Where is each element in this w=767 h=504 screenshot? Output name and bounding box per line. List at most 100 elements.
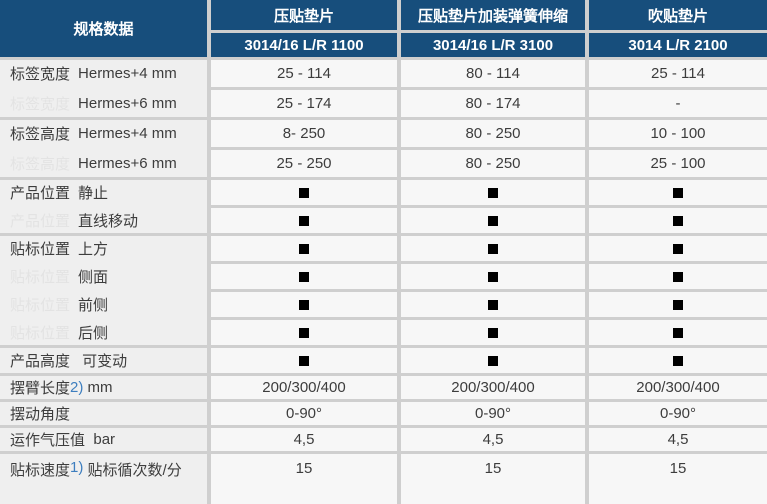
sub-label: 可变动 xyxy=(78,353,128,370)
value-cell xyxy=(589,320,767,345)
presence-square-icon xyxy=(673,243,683,254)
presence-square-icon xyxy=(488,327,498,338)
group-label-cell: 贴标速度 1) 贴标循次数/分 xyxy=(0,454,207,504)
presence-square-icon xyxy=(673,327,683,338)
column-title-cell: 压贴垫片 xyxy=(211,0,397,30)
spec-row-label: 贴标速度 1) 贴标循次数/分 xyxy=(0,454,207,504)
value-cell: 25 - 174 xyxy=(211,90,397,117)
value-cell xyxy=(211,348,397,373)
value-cell: 25 - 114 xyxy=(589,60,767,87)
value-cell: 200/300/400 xyxy=(589,376,767,399)
spec-row-label: 贴标位置 前侧 xyxy=(0,292,207,317)
group-label-cell: 标签宽度 Hermes+4 mm 标签宽度 Hermes+6 mm xyxy=(0,60,207,117)
column-model-cell: 3014 L/R 2100 xyxy=(589,33,767,57)
footnote-marker[interactable]: 2) xyxy=(70,379,84,396)
column-title-cell: 压贴垫片加装弹簧伸缩 xyxy=(401,0,585,30)
sub-label: Hermes+6 mm xyxy=(78,155,177,172)
prefix-label: 贴标位置 xyxy=(10,241,71,258)
presence-square-icon xyxy=(673,299,683,310)
value-cell xyxy=(401,264,585,289)
ghost-prefix-label: 标签宽度 xyxy=(10,96,71,113)
sub-label: 后侧 xyxy=(78,325,109,342)
spec-row-label: 产品高度 可变动 xyxy=(0,348,207,373)
prefix-label: 产品高度 xyxy=(10,353,71,370)
value-cell: 0-90° xyxy=(589,402,767,425)
spec-row-label: 产品位置 直线移动 xyxy=(0,208,207,233)
value-cell xyxy=(211,236,397,261)
value-cell: 4,5 xyxy=(401,428,585,451)
ghost-prefix-label: 标签高度 xyxy=(10,156,71,173)
group-label-cell: 运作气压值 bar xyxy=(0,428,207,451)
sub-label: 直线移动 xyxy=(78,213,139,230)
value-cell: 15 xyxy=(401,454,585,504)
spec-row-label: 标签宽度 Hermes+6 mm xyxy=(0,90,207,117)
prefix-label: 摆臂长度 xyxy=(10,380,71,397)
label-suffix: mm xyxy=(83,379,113,396)
spec-row-label: 运作气压值 bar xyxy=(0,428,207,451)
spec-row-label: 贴标位置 后侧 xyxy=(0,320,207,345)
prefix-label: 标签高度 xyxy=(10,126,71,143)
presence-square-icon xyxy=(299,271,309,282)
presence-square-icon xyxy=(673,355,683,366)
group-label-cell: 贴标位置 上方 贴标位置 侧面 贴标位置 前侧 贴标位置 后侧 xyxy=(0,236,207,345)
value-cell: 4,5 xyxy=(211,428,397,451)
prefix-label: 贴标速度 xyxy=(10,462,71,479)
value-cell: 80 - 114 xyxy=(401,60,585,87)
presence-square-icon xyxy=(673,187,683,198)
spec-row-label: 摆臂长度 2) mm xyxy=(0,376,207,399)
value-cell xyxy=(589,264,767,289)
presence-square-icon xyxy=(299,215,309,226)
value-cell: 10 - 100 xyxy=(589,120,767,147)
sub-label: Hermes+4 mm xyxy=(78,125,177,142)
prefix-label: 标签宽度 xyxy=(10,66,71,83)
presence-square-icon xyxy=(488,355,498,366)
presence-square-icon xyxy=(299,327,309,338)
value-cell: 200/300/400 xyxy=(401,376,585,399)
value-cell xyxy=(401,348,585,373)
value-cell xyxy=(589,236,767,261)
sub-label: 静止 xyxy=(78,185,109,202)
presence-square-icon xyxy=(299,243,309,254)
presence-square-icon xyxy=(299,187,309,198)
value-cell: 4,5 xyxy=(589,428,767,451)
label-suffix: bar xyxy=(85,431,116,448)
presence-square-icon xyxy=(488,187,498,198)
value-cell xyxy=(589,208,767,233)
presence-square-icon xyxy=(673,215,683,226)
value-cell: 25 - 250 xyxy=(211,150,397,177)
value-cell: 15 xyxy=(589,454,767,504)
value-cell: - xyxy=(589,90,767,117)
footnote-marker[interactable]: 1) xyxy=(70,459,84,476)
sub-label: Hermes+4 mm xyxy=(78,65,177,82)
value-cell: 200/300/400 xyxy=(211,376,397,399)
ghost-prefix-label: 贴标位置 xyxy=(10,269,71,286)
value-cell: 80 - 250 xyxy=(401,150,585,177)
value-cell xyxy=(401,292,585,317)
group-label-cell: 产品高度 可变动 xyxy=(0,348,207,373)
value-cell xyxy=(211,292,397,317)
value-cell xyxy=(401,180,585,205)
value-cell: 0-90° xyxy=(211,402,397,425)
presence-square-icon xyxy=(488,299,498,310)
spec-row-label: 贴标位置 上方 xyxy=(0,236,207,261)
spec-row-label: 贴标位置 侧面 xyxy=(0,264,207,289)
value-cell: 25 - 100 xyxy=(589,150,767,177)
presence-square-icon xyxy=(488,215,498,226)
value-cell: 80 - 174 xyxy=(401,90,585,117)
value-cell: 0-90° xyxy=(401,402,585,425)
value-cell: 25 - 114 xyxy=(211,60,397,87)
sub-label: 上方 xyxy=(78,241,109,258)
sub-label: 侧面 xyxy=(78,269,109,286)
spec-row-label: 标签高度 Hermes+6 mm xyxy=(0,150,207,177)
presence-square-icon xyxy=(673,271,683,282)
value-cell xyxy=(589,292,767,317)
value-cell: 8- 250 xyxy=(211,120,397,147)
header-spec-data-cell: 规格数据 xyxy=(0,0,207,57)
spec-row-label: 摆动角度 xyxy=(0,402,207,425)
spec-row-label: 标签宽度 Hermes+4 mm xyxy=(0,60,207,87)
group-label-cell: 产品位置 静止 产品位置 直线移动 xyxy=(0,180,207,233)
value-cell xyxy=(211,208,397,233)
presence-square-icon xyxy=(299,355,309,366)
value-cell xyxy=(401,320,585,345)
group-label-cell: 标签高度 Hermes+4 mm 标签高度 Hermes+6 mm xyxy=(0,120,207,177)
